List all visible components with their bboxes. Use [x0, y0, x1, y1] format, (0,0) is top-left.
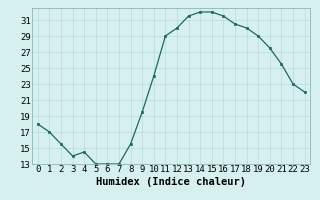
X-axis label: Humidex (Indice chaleur): Humidex (Indice chaleur) — [96, 177, 246, 187]
